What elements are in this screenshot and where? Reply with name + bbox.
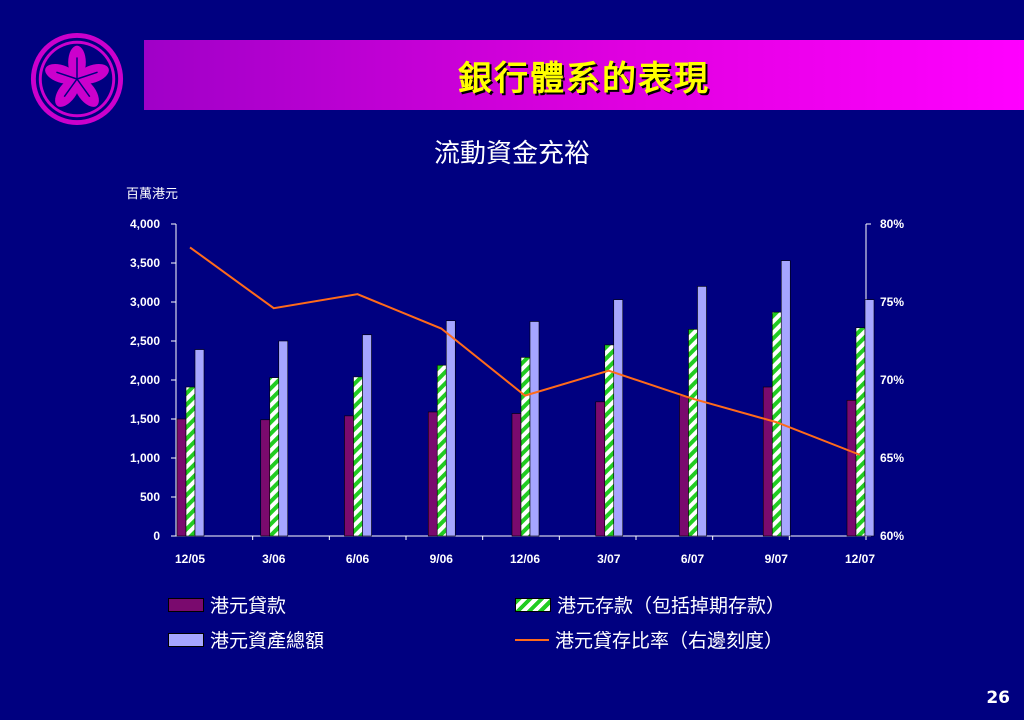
legend-item-ratio: 港元貸存比率（右邊刻度） xyxy=(515,626,783,653)
x-tick-label: 12/06 xyxy=(510,552,540,566)
legend-swatch-assets xyxy=(168,632,204,647)
legend-swatch-deposits xyxy=(515,597,551,612)
liquidity-chart: 4,000 3,500 3,000 2,500 2,000 1,500 1,000 500 0 8… xyxy=(130,217,904,566)
x-tick-label: 12/07 xyxy=(845,552,875,566)
bar-deposits xyxy=(855,327,866,537)
bar-loans xyxy=(595,401,606,537)
bar-assets xyxy=(697,286,707,537)
legend-item-assets: 港元資產總額 xyxy=(168,626,324,653)
bar-assets xyxy=(278,340,289,537)
bar-loans xyxy=(260,419,271,537)
bar-loans xyxy=(176,418,187,537)
y-tick-label: 1,000 xyxy=(130,451,160,465)
legend-label-deposits: 港元存款（包括掉期存款） xyxy=(557,595,786,617)
bar-loans xyxy=(846,399,857,537)
bar-loans xyxy=(344,415,354,537)
bar-assets xyxy=(445,320,456,537)
bar-assets xyxy=(780,260,791,537)
chart-subtitle: 流動資金充裕 xyxy=(433,139,590,169)
x-tick-label: 12/05 xyxy=(175,552,205,566)
bar-loans xyxy=(427,411,438,537)
bar-assets xyxy=(864,299,875,537)
legend-label-assets: 港元資產總額 xyxy=(210,630,325,652)
bar-deposits xyxy=(688,328,698,537)
page-number: 26 xyxy=(986,688,1010,708)
legend-swatch-ratio xyxy=(515,638,549,641)
x-tick-label: 6/07 xyxy=(681,552,705,566)
y2-tick-label: 65% xyxy=(880,451,904,465)
bar-deposits xyxy=(604,344,615,537)
x-tick-label: 9/06 xyxy=(430,552,454,566)
bar-deposits xyxy=(520,357,531,537)
x-tick-label: 9/07 xyxy=(765,552,789,566)
bar-assets xyxy=(613,299,624,537)
x-tick-label: 3/06 xyxy=(262,552,286,566)
bar-assets xyxy=(362,334,372,537)
bar-deposits xyxy=(353,376,363,537)
bar-assets xyxy=(529,321,540,537)
page-title: 銀行體系的表現 xyxy=(458,58,710,99)
y2-tick-label: 80% xyxy=(880,217,904,231)
title-bar: 銀行體系的表現 xyxy=(144,40,1024,110)
y-axis-unit-label: 百萬港元 xyxy=(126,187,179,202)
y2-tick-label: 75% xyxy=(880,295,904,309)
y-tick-label: 2,500 xyxy=(130,334,160,348)
bar-loans xyxy=(511,413,522,537)
y-tick-label: 2,000 xyxy=(130,373,160,387)
y-tick-label: 3,000 xyxy=(130,295,160,309)
legend-item-deposits: 港元存款（包括掉期存款） xyxy=(515,591,785,618)
bar-loans xyxy=(679,395,689,537)
y2-tick-label: 70% xyxy=(880,373,904,387)
y-tick-label: 0 xyxy=(153,529,160,543)
bar-assets xyxy=(194,349,205,537)
bar-loans xyxy=(762,386,773,537)
bar-deposits xyxy=(269,377,280,537)
y-tick-label: 4,000 xyxy=(130,217,160,231)
legend-item-loans: 港元貸款 xyxy=(168,591,286,618)
x-tick-label: 3/07 xyxy=(597,552,621,566)
x-tick-label: 6/06 xyxy=(346,552,370,566)
bar-deposits xyxy=(436,364,447,537)
legend-swatch-loans xyxy=(168,597,204,612)
y-tick-label: 500 xyxy=(140,490,160,504)
legend-label-ratio: 港元貸存比率（右邊刻度） xyxy=(555,630,784,652)
legend-label-loans: 港元貸款 xyxy=(210,595,287,617)
y-tick-label: 3,500 xyxy=(130,256,160,270)
y2-tick-label: 60% xyxy=(880,529,904,543)
y-tick-label: 1,500 xyxy=(130,412,160,426)
bauhinia-logo xyxy=(30,32,124,126)
bar-deposits xyxy=(185,386,196,537)
